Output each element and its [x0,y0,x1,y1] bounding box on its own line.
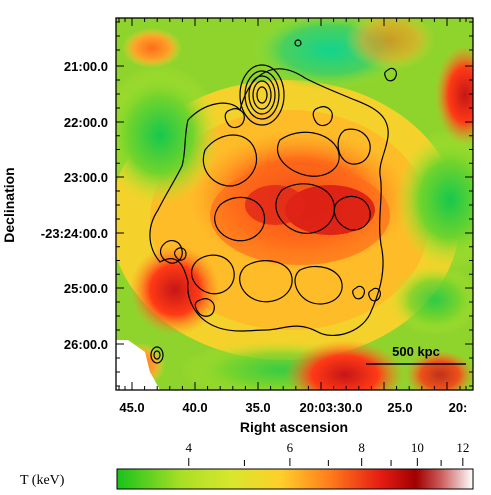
contour-peak-2 [244,70,280,120]
y-tick-label: 26:00.0 [64,337,108,352]
y-tick-label: 23:00.0 [64,170,108,185]
colorbar-tick-label: 8 [358,440,365,455]
colorbar-tick-label: 6 [287,440,294,455]
contour-peak-1 [239,64,285,126]
colorbar-frame [116,468,474,490]
contour-peak-4 [252,80,272,110]
y-tick-label: 21:00.0 [64,59,108,74]
colorbar-tick-labels: 4 6 8 10 12 [186,440,470,455]
contour-peak-5 [256,86,268,104]
x-tick-label: 35.0 [245,400,270,415]
colorbar-gradient [117,469,473,489]
colorbar-ticks [188,458,464,466]
x-tick-labels: 45.0 40.0 35.0 20:03:30.0 25.0 20: [119,400,467,415]
colorbar: 4 6 8 10 12 T (keV) [20,440,474,490]
axis-ticks [116,18,473,390]
colorbar-tick-label: 4 [186,440,193,455]
x-tick-label: 40.0 [182,400,207,415]
x-tick-label: 20:03:30.0 [300,400,363,415]
xray-contours [149,39,397,364]
contour-peak-3 [248,75,276,115]
x-axis-title: Right ascension [240,419,348,435]
x-tick-label: 20: [449,400,468,415]
plot-frame [115,17,474,391]
y-tick-label: 22:00.0 [64,115,108,130]
temperature-map [116,18,473,390]
y-tick-labels: 21:00.0 22:00.0 23:00.0 -23:24:00.0 25:0… [41,59,108,352]
scale-bar-label: 500 kpc [392,344,440,359]
colorbar-tick-label: 10 [411,440,424,455]
colorbar-title: T (keV) [20,473,65,488]
y-axis-title: Declination [1,167,17,242]
x-tick-label: 45.0 [119,400,144,415]
y-tick-label: 25:00.0 [64,281,108,296]
contour-outer [149,68,389,336]
colorbar-tick-label: 12 [456,440,469,455]
y-tick-label: -23:24:00.0 [41,226,108,241]
x-tick-label: 25.0 [387,400,412,415]
scale-bar: 500 kpc [366,344,466,365]
